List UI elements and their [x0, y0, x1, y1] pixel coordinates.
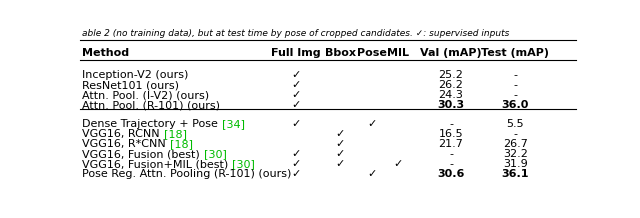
Text: Pose: Pose: [356, 48, 387, 58]
Text: Attn. Pool. (I-V2) (ours): Attn. Pool. (I-V2) (ours): [83, 90, 210, 100]
Text: Pose Reg. Attn. Pooling (R-101) (ours): Pose Reg. Attn. Pooling (R-101) (ours): [83, 169, 292, 179]
Text: -: -: [513, 80, 518, 90]
Text: [18]: [18]: [170, 139, 193, 149]
Text: -: -: [513, 129, 518, 139]
Text: ✓: ✓: [291, 159, 300, 169]
Text: MIL: MIL: [387, 48, 410, 58]
Text: [34]: [34]: [222, 119, 245, 129]
Text: [30]: [30]: [204, 149, 227, 159]
Text: 5.5: 5.5: [507, 119, 524, 129]
Text: 32.2: 32.2: [503, 149, 528, 159]
Text: VGG16, Fusion (best): VGG16, Fusion (best): [83, 149, 204, 159]
Text: ✓: ✓: [367, 119, 376, 129]
Text: ✓: ✓: [291, 100, 300, 110]
Text: Attn. Pool. (R-101) (ours): Attn. Pool. (R-101) (ours): [83, 100, 220, 110]
Text: ✓: ✓: [291, 119, 300, 129]
Text: 21.7: 21.7: [438, 139, 463, 149]
Text: VGG16, RCNN: VGG16, RCNN: [83, 129, 164, 139]
Text: -: -: [449, 149, 453, 159]
Text: -: -: [513, 90, 518, 100]
Text: -: -: [449, 119, 453, 129]
Text: ResNet101 (ours): ResNet101 (ours): [83, 80, 179, 90]
Text: ✓: ✓: [336, 159, 345, 169]
Text: 24.3: 24.3: [438, 90, 463, 100]
Text: Full Img: Full Img: [271, 48, 321, 58]
Text: 36.1: 36.1: [502, 169, 529, 179]
Text: Bbox: Bbox: [325, 48, 356, 58]
Text: ✓: ✓: [367, 169, 376, 179]
Text: VGG16, Fusion+MIL (best): VGG16, Fusion+MIL (best): [83, 159, 232, 169]
Text: VGG16, R*CNN: VGG16, R*CNN: [83, 139, 170, 149]
Text: 16.5: 16.5: [438, 129, 463, 139]
Text: 26.2: 26.2: [438, 80, 463, 90]
Text: able 2 (no training data), but at test time by pose of cropped candidates. ✓: su: able 2 (no training data), but at test t…: [83, 29, 510, 38]
Text: 36.0: 36.0: [502, 100, 529, 110]
Text: 31.9: 31.9: [503, 159, 528, 169]
Text: [18]: [18]: [164, 129, 187, 139]
Text: 26.7: 26.7: [503, 139, 528, 149]
Text: Test (mAP): Test (mAP): [481, 48, 550, 58]
Text: ✓: ✓: [291, 149, 300, 159]
Text: ✓: ✓: [394, 159, 403, 169]
Text: ✓: ✓: [336, 129, 345, 139]
Text: ✓: ✓: [291, 70, 300, 80]
Text: 30.6: 30.6: [437, 169, 465, 179]
Text: ✓: ✓: [291, 169, 300, 179]
Text: ✓: ✓: [336, 139, 345, 149]
Text: 30.3: 30.3: [438, 100, 465, 110]
Text: -: -: [513, 70, 518, 80]
Text: ✓: ✓: [291, 80, 300, 90]
Text: Dense Trajectory + Pose: Dense Trajectory + Pose: [83, 119, 222, 129]
Text: [30]: [30]: [232, 159, 255, 169]
Text: ✓: ✓: [291, 90, 300, 100]
Text: ✓: ✓: [336, 149, 345, 159]
Text: Method: Method: [83, 48, 130, 58]
Text: -: -: [449, 159, 453, 169]
Text: 25.2: 25.2: [438, 70, 463, 80]
Text: Val (mAP): Val (mAP): [420, 48, 482, 58]
Text: Inception-V2 (ours): Inception-V2 (ours): [83, 70, 189, 80]
